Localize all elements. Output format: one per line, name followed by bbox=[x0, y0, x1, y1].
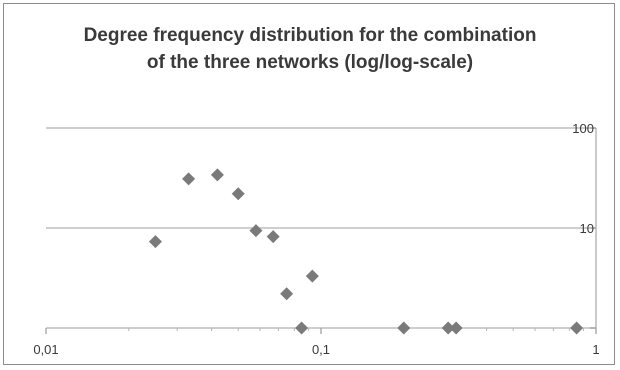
y-tick-label: 100 bbox=[572, 121, 594, 136]
data-point bbox=[570, 321, 584, 335]
data-point bbox=[210, 168, 224, 182]
x-tick-label: 0,01 bbox=[33, 342, 58, 357]
data-point bbox=[266, 230, 280, 244]
x-tick-label: 1 bbox=[592, 342, 599, 357]
y-tick-label: 10 bbox=[580, 221, 594, 236]
data-point bbox=[295, 321, 309, 335]
data-point bbox=[441, 321, 455, 335]
data-point bbox=[449, 321, 463, 335]
data-point bbox=[280, 287, 294, 301]
data-point bbox=[148, 235, 162, 249]
chart-title: Degree frequency distribution for the co… bbox=[83, 25, 537, 73]
data-point bbox=[397, 321, 411, 335]
data-point bbox=[231, 187, 245, 201]
x-tick-label: 0,1 bbox=[312, 342, 330, 357]
chart-frame bbox=[3, 3, 615, 365]
data-point bbox=[249, 224, 263, 238]
data-point bbox=[182, 172, 196, 186]
data-point bbox=[305, 269, 319, 283]
